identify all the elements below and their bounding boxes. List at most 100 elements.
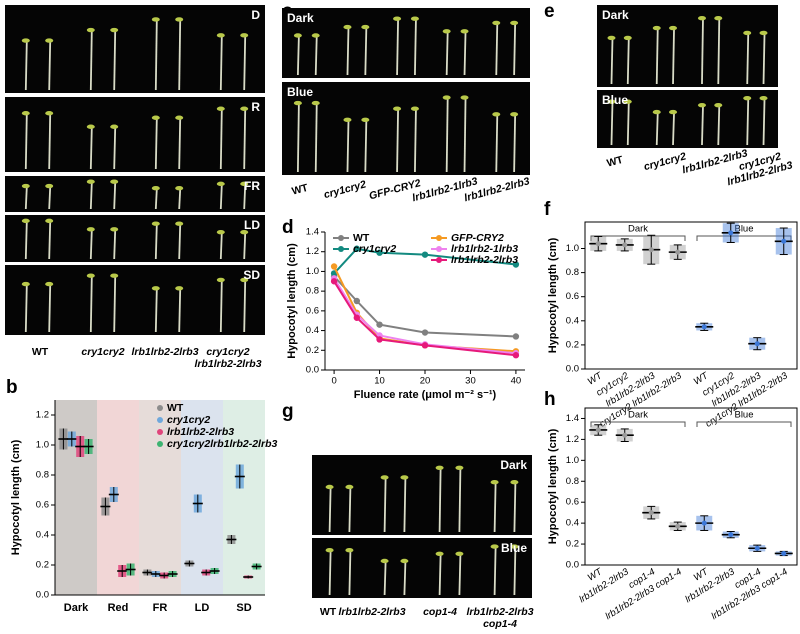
seedling [655, 29, 659, 85]
x-tick-label: 40 [511, 376, 522, 387]
y-axis-label: Hypocotyl length (cm) [547, 428, 559, 544]
point [376, 321, 383, 328]
cotyledon [607, 99, 616, 104]
point [622, 242, 628, 248]
seedling [296, 36, 300, 76]
photo [5, 215, 265, 262]
cotyledon [490, 544, 499, 549]
legend-label: cry1cry2 [167, 414, 210, 426]
seedling [154, 289, 158, 333]
seedling [364, 120, 368, 173]
legend-label: WT [353, 232, 370, 244]
cotyledon [151, 221, 160, 226]
seedling [463, 32, 467, 76]
panel-label: d [282, 217, 294, 238]
point [622, 432, 628, 438]
legend-label: lrb1lrb2-1lrb3 [451, 243, 518, 255]
seedling [513, 115, 517, 173]
y-tick-label: 0.4 [566, 518, 579, 529]
seedling [513, 483, 517, 533]
x-tick-label: LD [195, 602, 210, 614]
point [781, 238, 787, 244]
cotyledon [151, 115, 160, 120]
photo [282, 82, 530, 175]
legend-swatch [157, 441, 163, 447]
cotyledon [361, 24, 370, 30]
point [376, 249, 383, 256]
legend-label: lrb1lrb2-2lrb3 [451, 254, 518, 266]
cotyledon [490, 480, 499, 485]
condition-label: LD [244, 218, 260, 232]
y-tick-label: 0.4 [566, 315, 579, 326]
y-tick-label: 0.2 [36, 560, 49, 571]
seedling [113, 31, 117, 91]
y-tick-label: 0.0 [306, 365, 319, 376]
cotyledon [311, 100, 320, 106]
cotyledon [759, 30, 768, 36]
cotyledon [714, 102, 723, 108]
seedling [219, 109, 223, 170]
seedling [672, 113, 675, 146]
seedling [495, 23, 499, 76]
cotyledon [293, 33, 302, 38]
seedling [89, 230, 93, 260]
x-tick-label: 20 [420, 376, 431, 387]
seedling [113, 276, 117, 333]
cotyledon [21, 111, 30, 116]
y-tick-label: 1.0 [36, 440, 49, 451]
cotyledon [607, 35, 616, 41]
y-tick-label: 0.2 [566, 539, 579, 550]
y-tick-label: 0.6 [36, 500, 49, 511]
cotyledon [380, 558, 389, 564]
legend-swatch [436, 257, 442, 263]
group-bracket [590, 235, 686, 241]
legend-swatch [436, 246, 442, 252]
legend-label: lrb1lrb2-2lrb3 [167, 426, 234, 438]
x-tick-label: Red [108, 602, 129, 614]
seedling [24, 285, 28, 333]
genotype-label: cry1cry2 [643, 150, 688, 173]
point [675, 523, 681, 529]
y-axis-label: Hypocotyl length (cm) [10, 439, 22, 555]
group-bracket [696, 421, 792, 427]
cotyledon [623, 99, 632, 104]
seedling [154, 20, 158, 91]
legend-label: cry1cry2 [353, 243, 396, 255]
genotype-label: lrb1lrb2-2lrb3 [131, 346, 198, 358]
y-axis-label: Hypocotyl length (cm) [286, 243, 298, 359]
condition-label: Blue [602, 93, 628, 107]
condition-label: SD [243, 268, 260, 282]
cotyledon [175, 286, 184, 291]
cotyledon [110, 179, 119, 184]
cotyledon [86, 227, 95, 232]
y-tick-label: 1.0 [566, 243, 579, 254]
condition-label: R [251, 100, 260, 114]
series-line [333, 266, 516, 353]
legend-label: GFP-CRY2 [451, 232, 504, 244]
seedling [762, 99, 766, 146]
legend-swatch [157, 405, 163, 411]
seedling [364, 28, 368, 76]
cotyledon [216, 106, 225, 111]
cotyledon [45, 183, 54, 189]
cotyledon [325, 548, 334, 553]
seedling [24, 41, 28, 91]
legend-swatch [157, 429, 163, 435]
genotype-label: WT [320, 606, 337, 618]
y-tick-label: 0.0 [566, 560, 579, 571]
seedling [243, 233, 247, 260]
cotyledon [216, 33, 225, 38]
cotyledon [21, 218, 30, 224]
cotyledon [743, 30, 752, 36]
cotyledon [216, 277, 225, 283]
legend-swatch [157, 417, 163, 423]
cotyledon [86, 27, 95, 33]
cotyledon [435, 465, 444, 470]
seedling [113, 182, 117, 210]
genotype-label: lrb1lrb2-2lrb3 [466, 606, 533, 618]
y-tick-label: 0.8 [36, 470, 49, 481]
seedling [48, 114, 52, 170]
cotyledon [325, 484, 334, 490]
x-tick-label: FR [153, 602, 168, 614]
condition-label: Dark [287, 11, 314, 25]
